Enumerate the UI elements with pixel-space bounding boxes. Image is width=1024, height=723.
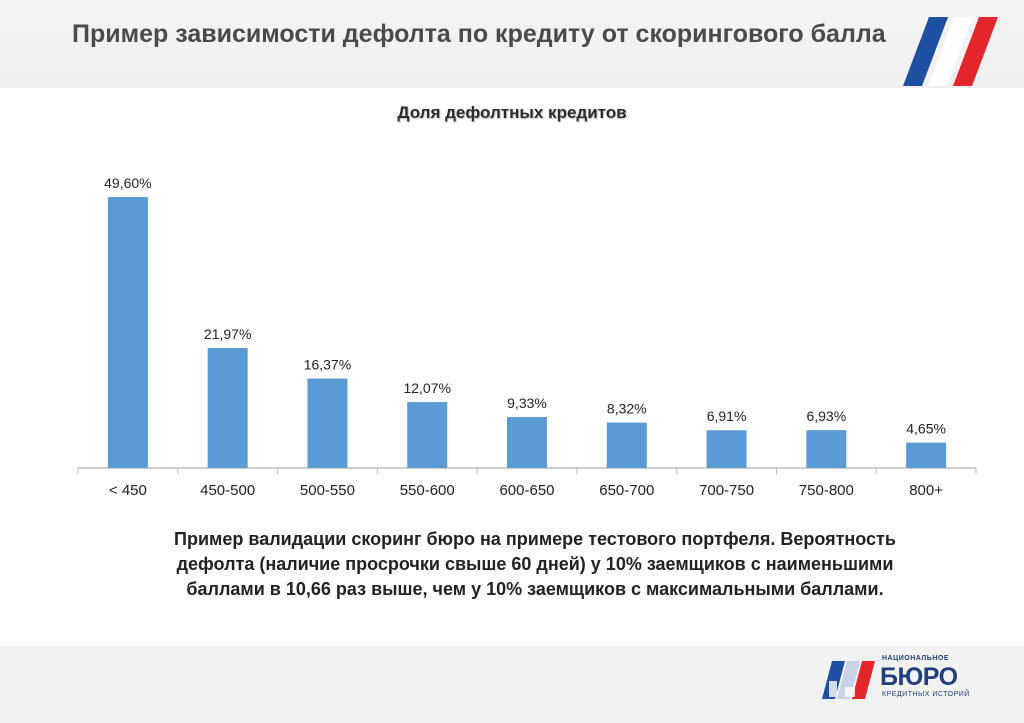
data-label: 4,65% — [906, 421, 946, 437]
bar — [706, 430, 747, 468]
chart-title: Доля дефолтных кредитов — [397, 103, 627, 122]
x-tick-label: 750-800 — [799, 482, 854, 499]
bar — [207, 347, 248, 468]
data-label: 49,60% — [104, 175, 151, 191]
logo-mark-icon — [822, 661, 875, 699]
x-tick-label: 800+ — [909, 482, 943, 499]
caption-line: Пример валидации скоринг бюро на примере… — [174, 529, 896, 549]
caption-line: дефолта (наличие просрочки свыше 60 дней… — [176, 554, 894, 574]
data-label: 6,91% — [707, 408, 747, 424]
x-tick-label: 450-500 — [200, 482, 255, 499]
caption: Пример валидации скоринг бюро на примере… — [100, 527, 970, 602]
bureau-logo: НАЦИОНАЛЬНОЕ БЮРО КРЕДИТНЫХ ИСТОРИЙ — [820, 651, 970, 703]
logo-main-text: БЮРО — [880, 663, 958, 691]
bar — [906, 442, 947, 468]
slide-title: Пример зависимости дефолта по кредиту от… — [72, 20, 886, 48]
data-label: 21,97% — [204, 326, 251, 342]
bar — [107, 197, 148, 468]
bar — [307, 378, 348, 468]
data-label: 9,33% — [507, 395, 547, 411]
data-label: 6,93% — [806, 408, 846, 424]
logo-sub-text: КРЕДИТНЫХ ИСТОРИЙ — [882, 691, 970, 698]
x-tick-label: 600-650 — [499, 482, 554, 499]
header-band — [0, 0, 1024, 88]
data-label: 8,32% — [607, 401, 647, 417]
caption-line: баллами в 10,66 раз выше, чем у 10% заем… — [186, 579, 884, 599]
data-label: 12,07% — [403, 380, 450, 396]
x-tick-label: 650-700 — [599, 482, 654, 499]
data-label: 16,37% — [304, 357, 351, 373]
bar — [606, 422, 647, 468]
x-tick-label: 700-750 — [699, 482, 754, 499]
x-tick-label: < 450 — [109, 482, 147, 499]
bar — [407, 402, 448, 468]
x-tick-label: 550-600 — [400, 482, 455, 499]
bar — [507, 417, 547, 468]
logo-top-text: НАЦИОНАЛЬНОЕ — [882, 655, 950, 662]
bar — [806, 430, 847, 468]
flag-stripes-icon — [903, 17, 998, 86]
x-tick-label: 500-550 — [300, 482, 355, 499]
